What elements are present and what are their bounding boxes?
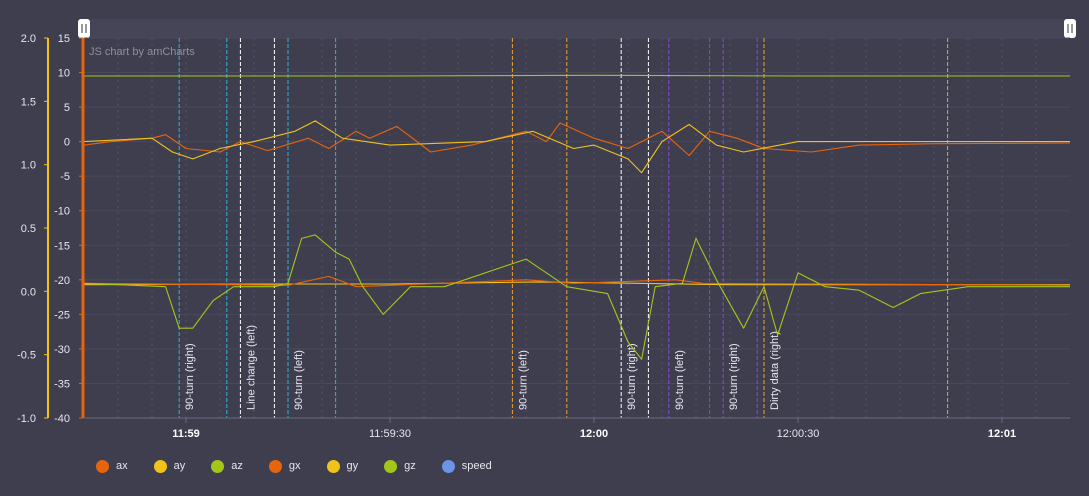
series-line-ay xyxy=(83,120,1070,174)
series-lines xyxy=(83,74,1071,360)
legend-marker xyxy=(153,459,167,473)
tick-label-x: 12:00:30 xyxy=(777,428,820,440)
tick-labels: 2.0 1.5 1.0 0.5 0.0 -0.5 -1.0 15 10 5 0 -5 -10 -15 -20… xyxy=(17,33,1016,440)
legend-item-ay[interactable]: ay xyxy=(153,459,186,473)
tick-label-inner: -30 xyxy=(54,344,70,356)
legend-item-speed[interactable]: speed xyxy=(441,459,492,473)
axes xyxy=(47,38,1070,419)
chart-credit: JS chart by amCharts xyxy=(89,46,195,58)
tick-label-x: 12:00 xyxy=(580,428,608,440)
series-line-az xyxy=(84,74,1070,77)
legend-item-az[interactable]: az xyxy=(211,459,243,473)
series-line-gz xyxy=(83,234,1070,360)
tick-label-inner: -20 xyxy=(54,275,70,287)
tick-label-inner: 0 xyxy=(64,137,70,149)
legend-label: gz xyxy=(404,460,416,472)
tick-label-inner: 15 xyxy=(58,33,70,45)
tick-label-inner: -5 xyxy=(60,171,70,183)
legend-label: speed xyxy=(461,460,492,472)
legend-label: ax xyxy=(116,460,128,472)
guide-label: Line change (left) xyxy=(245,325,257,410)
legend-item-gz[interactable]: gz xyxy=(384,459,416,473)
legend-marker xyxy=(96,459,109,473)
tick-label-x: 11:59:30 xyxy=(369,428,411,440)
legend-label: ay xyxy=(173,460,186,472)
tick-label-inner: -10 xyxy=(54,206,70,218)
legend-item-gy[interactable]: gy xyxy=(326,459,359,473)
grid xyxy=(84,37,1070,419)
legend: ax ay az gx gy gz speed xyxy=(96,456,518,476)
legend-item-gx[interactable]: gx xyxy=(268,459,301,473)
legend-marker xyxy=(326,459,340,473)
legend-marker xyxy=(441,459,455,473)
tick-label-inner: -25 xyxy=(54,309,70,321)
series-line-gx xyxy=(83,275,1071,288)
guide-label: Dirty data (right) xyxy=(769,331,781,410)
tick-label-outer: -1.0 xyxy=(17,413,36,425)
guide-label: 90-turn (left) xyxy=(517,350,529,410)
tick-label-outer: -0.5 xyxy=(17,350,36,362)
guides: 90-turn (right) Line change (left) 90-turn… xyxy=(178,38,949,418)
guide-label: 90-turn (left) xyxy=(293,350,305,410)
tick-label-outer: 1.0 xyxy=(21,160,36,172)
tick-label-inner: -40 xyxy=(54,413,70,425)
guide-label: 90-turn (right) xyxy=(626,343,638,410)
guide-label: 90-turn (right) xyxy=(184,343,196,410)
legend-label: gy xyxy=(346,460,359,472)
scrollbar-grip-right[interactable] xyxy=(1064,19,1076,38)
tick-label-inner: -35 xyxy=(54,378,70,390)
legend-label: gx xyxy=(288,460,301,472)
scrollbar[interactable] xyxy=(78,19,1076,38)
tick-label-x: 12:01 xyxy=(988,428,1016,440)
legend-label: az xyxy=(231,460,243,472)
guide-label: 90-turn (left) xyxy=(674,350,686,410)
tick-label-inner: 10 xyxy=(58,68,70,80)
legend-item-ax[interactable]: ax xyxy=(96,459,128,473)
tick-label-outer: 0.5 xyxy=(21,223,36,235)
tick-label-inner: -15 xyxy=(54,240,70,252)
tick-label-outer: 1.5 xyxy=(21,96,36,108)
series-line-gy xyxy=(83,281,1070,286)
tick-label-outer: 2.0 xyxy=(21,33,36,45)
tick-label-x: 11:59 xyxy=(172,428,200,440)
scrollbar-grip-left[interactable] xyxy=(78,19,90,38)
legend-marker xyxy=(384,459,398,473)
legend-marker xyxy=(268,459,282,473)
guide-label: 90-turn (right) xyxy=(728,343,740,410)
scrollbar-track[interactable] xyxy=(84,19,1070,38)
tick-label-outer: 0.0 xyxy=(21,286,36,298)
legend-marker xyxy=(211,459,225,473)
series-line-ax xyxy=(83,122,1071,157)
tick-label-inner: 5 xyxy=(64,102,70,114)
